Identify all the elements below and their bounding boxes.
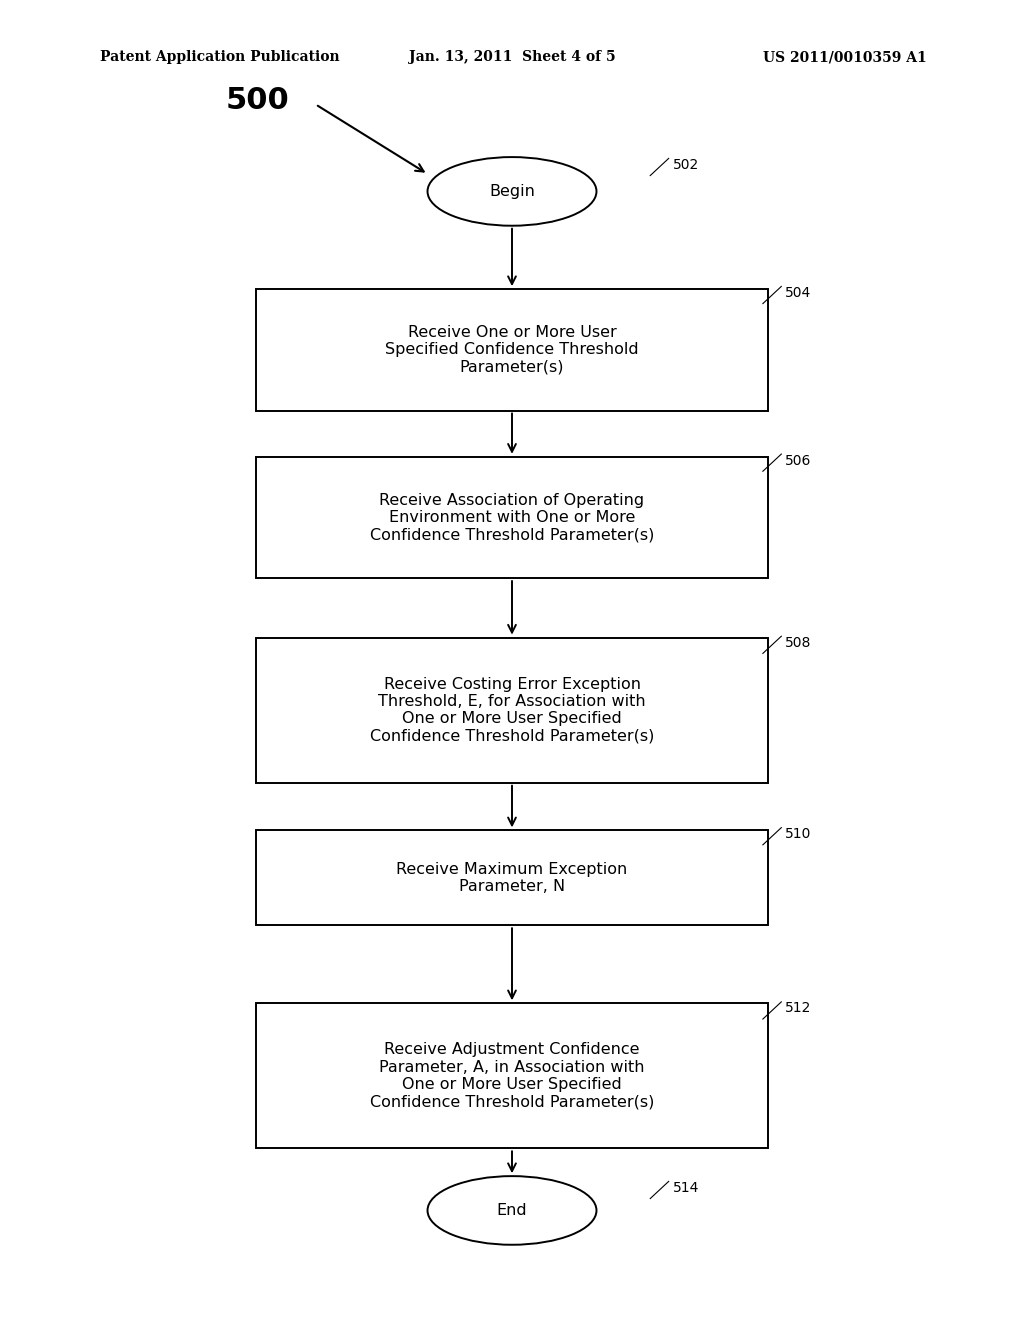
- Bar: [256, 1003, 768, 1148]
- Ellipse shape: [428, 157, 596, 226]
- Text: 504: 504: [785, 286, 812, 300]
- Text: Receive One or More User
Specified Confidence Threshold
Parameter(s): Receive One or More User Specified Confi…: [385, 325, 639, 375]
- Text: Receive Maximum Exception
Parameter, N: Receive Maximum Exception Parameter, N: [396, 862, 628, 894]
- Text: Receive Costing Error Exception
Threshold, E, for Association with
One or More U: Receive Costing Error Exception Threshol…: [370, 677, 654, 743]
- Text: 508: 508: [785, 636, 812, 649]
- Text: Jan. 13, 2011  Sheet 4 of 5: Jan. 13, 2011 Sheet 4 of 5: [409, 50, 615, 65]
- Text: Receive Association of Operating
Environment with One or More
Confidence Thresho: Receive Association of Operating Environ…: [370, 492, 654, 543]
- Bar: [256, 638, 768, 783]
- Text: 506: 506: [785, 454, 812, 467]
- Bar: [256, 457, 768, 578]
- Text: Receive Adjustment Confidence
Parameter, A, in Association with
One or More User: Receive Adjustment Confidence Parameter,…: [370, 1043, 654, 1109]
- Bar: [256, 289, 768, 411]
- Text: End: End: [497, 1203, 527, 1218]
- Text: 502: 502: [673, 158, 699, 172]
- Bar: [256, 830, 768, 925]
- Text: 500: 500: [225, 86, 289, 115]
- Text: US 2011/0010359 A1: US 2011/0010359 A1: [763, 50, 927, 65]
- Ellipse shape: [428, 1176, 596, 1245]
- Text: 512: 512: [785, 1002, 812, 1015]
- Text: Begin: Begin: [489, 183, 535, 199]
- Text: 510: 510: [785, 828, 812, 841]
- Text: Patent Application Publication: Patent Application Publication: [100, 50, 340, 65]
- Text: 514: 514: [673, 1181, 699, 1195]
